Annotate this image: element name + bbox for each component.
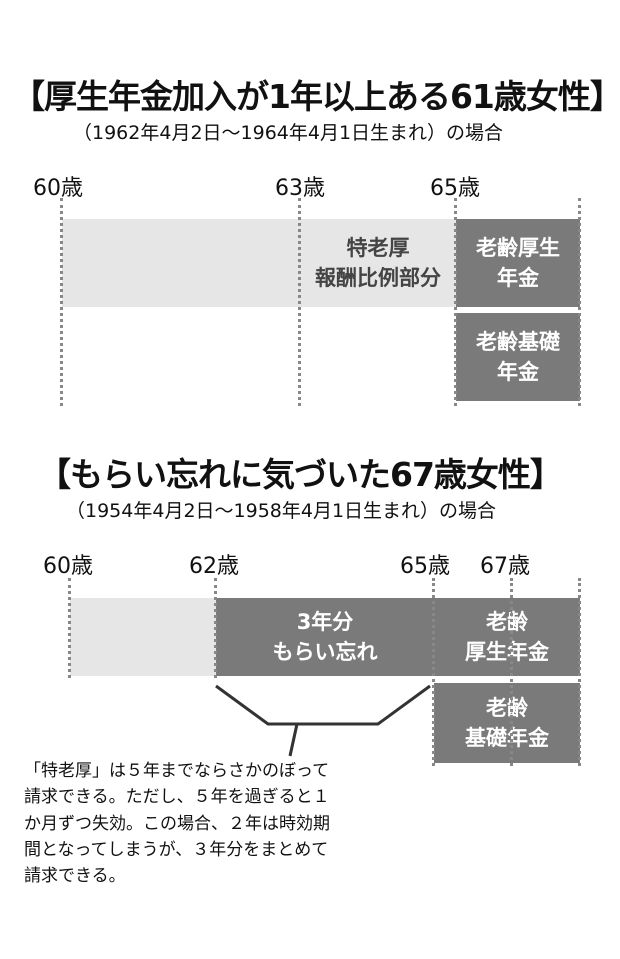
section2-age-67: 67歳 [480, 554, 530, 579]
section1-rourei-kousei-block: 老齢厚生 年金 [456, 219, 580, 307]
section2-subtitle: （1954年4月2日〜1958年4月1日生まれ）の場合 [66, 500, 497, 522]
section1-tokurou-block: 特老厚 報酬比例部分 [300, 219, 456, 307]
section2-age-62: 62歳 [189, 554, 239, 579]
section2-line-60 [68, 578, 71, 678]
section2-empty-bar [70, 598, 216, 676]
section2-line-62 [214, 578, 217, 678]
section1-empty-bar [62, 219, 300, 307]
section2-line-65 [432, 578, 435, 766]
section1-rourei-kiso-block: 老齢基礎 年金 [456, 313, 580, 401]
section1-line-63 [298, 198, 301, 406]
section1-subtitle: （1962年4月2日〜1964年4月1日生まれ）の場合 [73, 122, 504, 144]
section1-age-65: 65歳 [430, 176, 480, 201]
section2-title: 【もらい忘れに気づいた67歳女性】 [38, 455, 563, 494]
section1-line-65 [454, 198, 457, 406]
section1-title: 【厚生年金加入が1年以上ある61歳女性】 [12, 77, 620, 116]
explanation-note: 「特老厚」は５年までならさかのぼって 請求できる。ただし、５年を過ぎると１ か月… [24, 761, 330, 887]
section1-age-60: 60歳 [33, 176, 83, 201]
section1-line-60 [60, 198, 63, 406]
section2-forgot-block: 3年分 もらい忘れ [216, 598, 434, 676]
section1-line-end [578, 198, 581, 406]
section2-rourei-kousei-block: 老齢 厚生年金 [434, 598, 580, 676]
section2-age-60: 60歳 [43, 554, 93, 579]
section2-line-end [578, 578, 581, 766]
section2-rourei-kiso-block: 老齢 基礎年金 [434, 683, 580, 763]
section1-age-63: 63歳 [275, 176, 325, 201]
section2-line-67 [510, 578, 513, 766]
section2-age-65: 65歳 [400, 554, 450, 579]
